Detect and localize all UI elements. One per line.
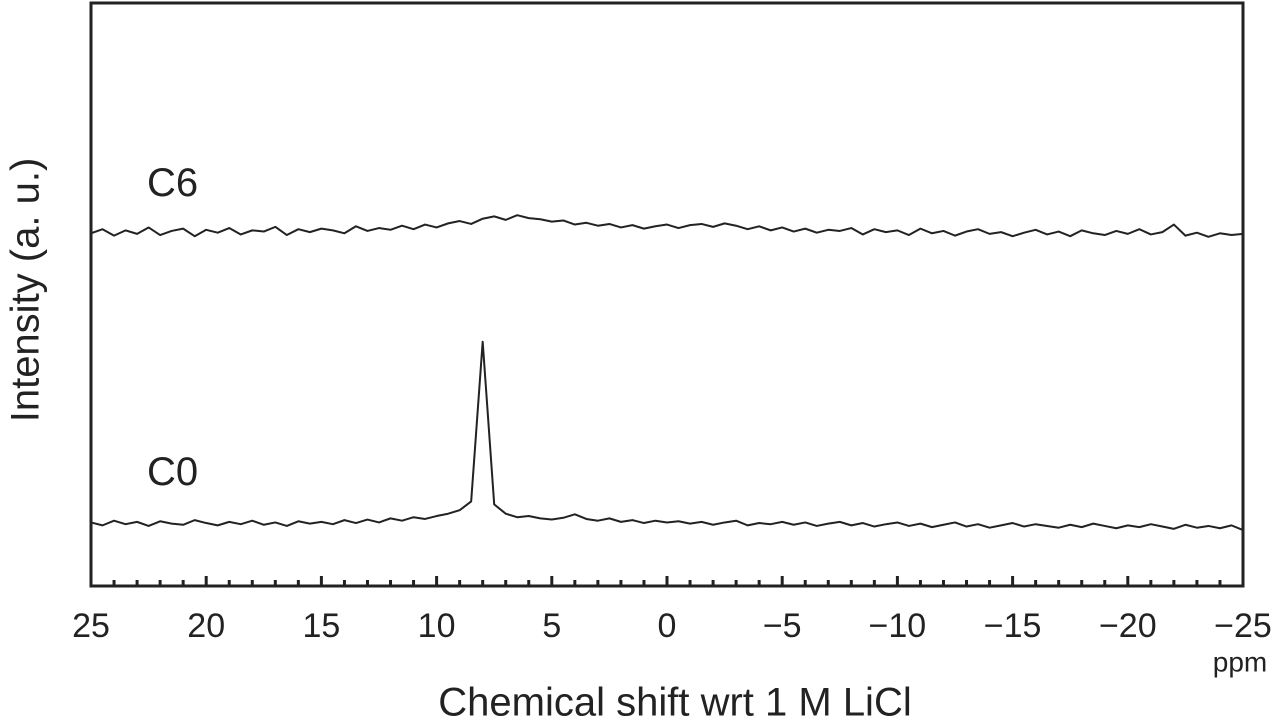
- spectrum-line: [90, 340, 1244, 531]
- x-tick-label: −25: [1214, 607, 1272, 645]
- x-tick-label: −10: [869, 607, 927, 645]
- x-tick-label: −15: [984, 607, 1042, 645]
- plot-frame: [89, 1, 1245, 588]
- y-axis-label: Intensity (a. u.): [4, 158, 48, 423]
- x-tick-label: 0: [658, 607, 677, 645]
- x-tick-label: 20: [187, 607, 225, 645]
- x-tick-label: 25: [72, 607, 110, 645]
- x-unit: ppm: [1213, 646, 1267, 677]
- series-label: C6: [147, 161, 198, 205]
- x-tick-label: 5: [542, 607, 561, 645]
- x-tick-label: 10: [418, 607, 456, 645]
- series-label: C0: [147, 450, 198, 494]
- spectrum-line: [90, 214, 1244, 238]
- x-tick-label: −5: [763, 607, 802, 645]
- x-tick-label: 15: [302, 607, 340, 645]
- x-tick-label: −20: [1099, 607, 1157, 645]
- x-axis-label: Chemical shift wrt 1 M LiCl: [438, 681, 911, 725]
